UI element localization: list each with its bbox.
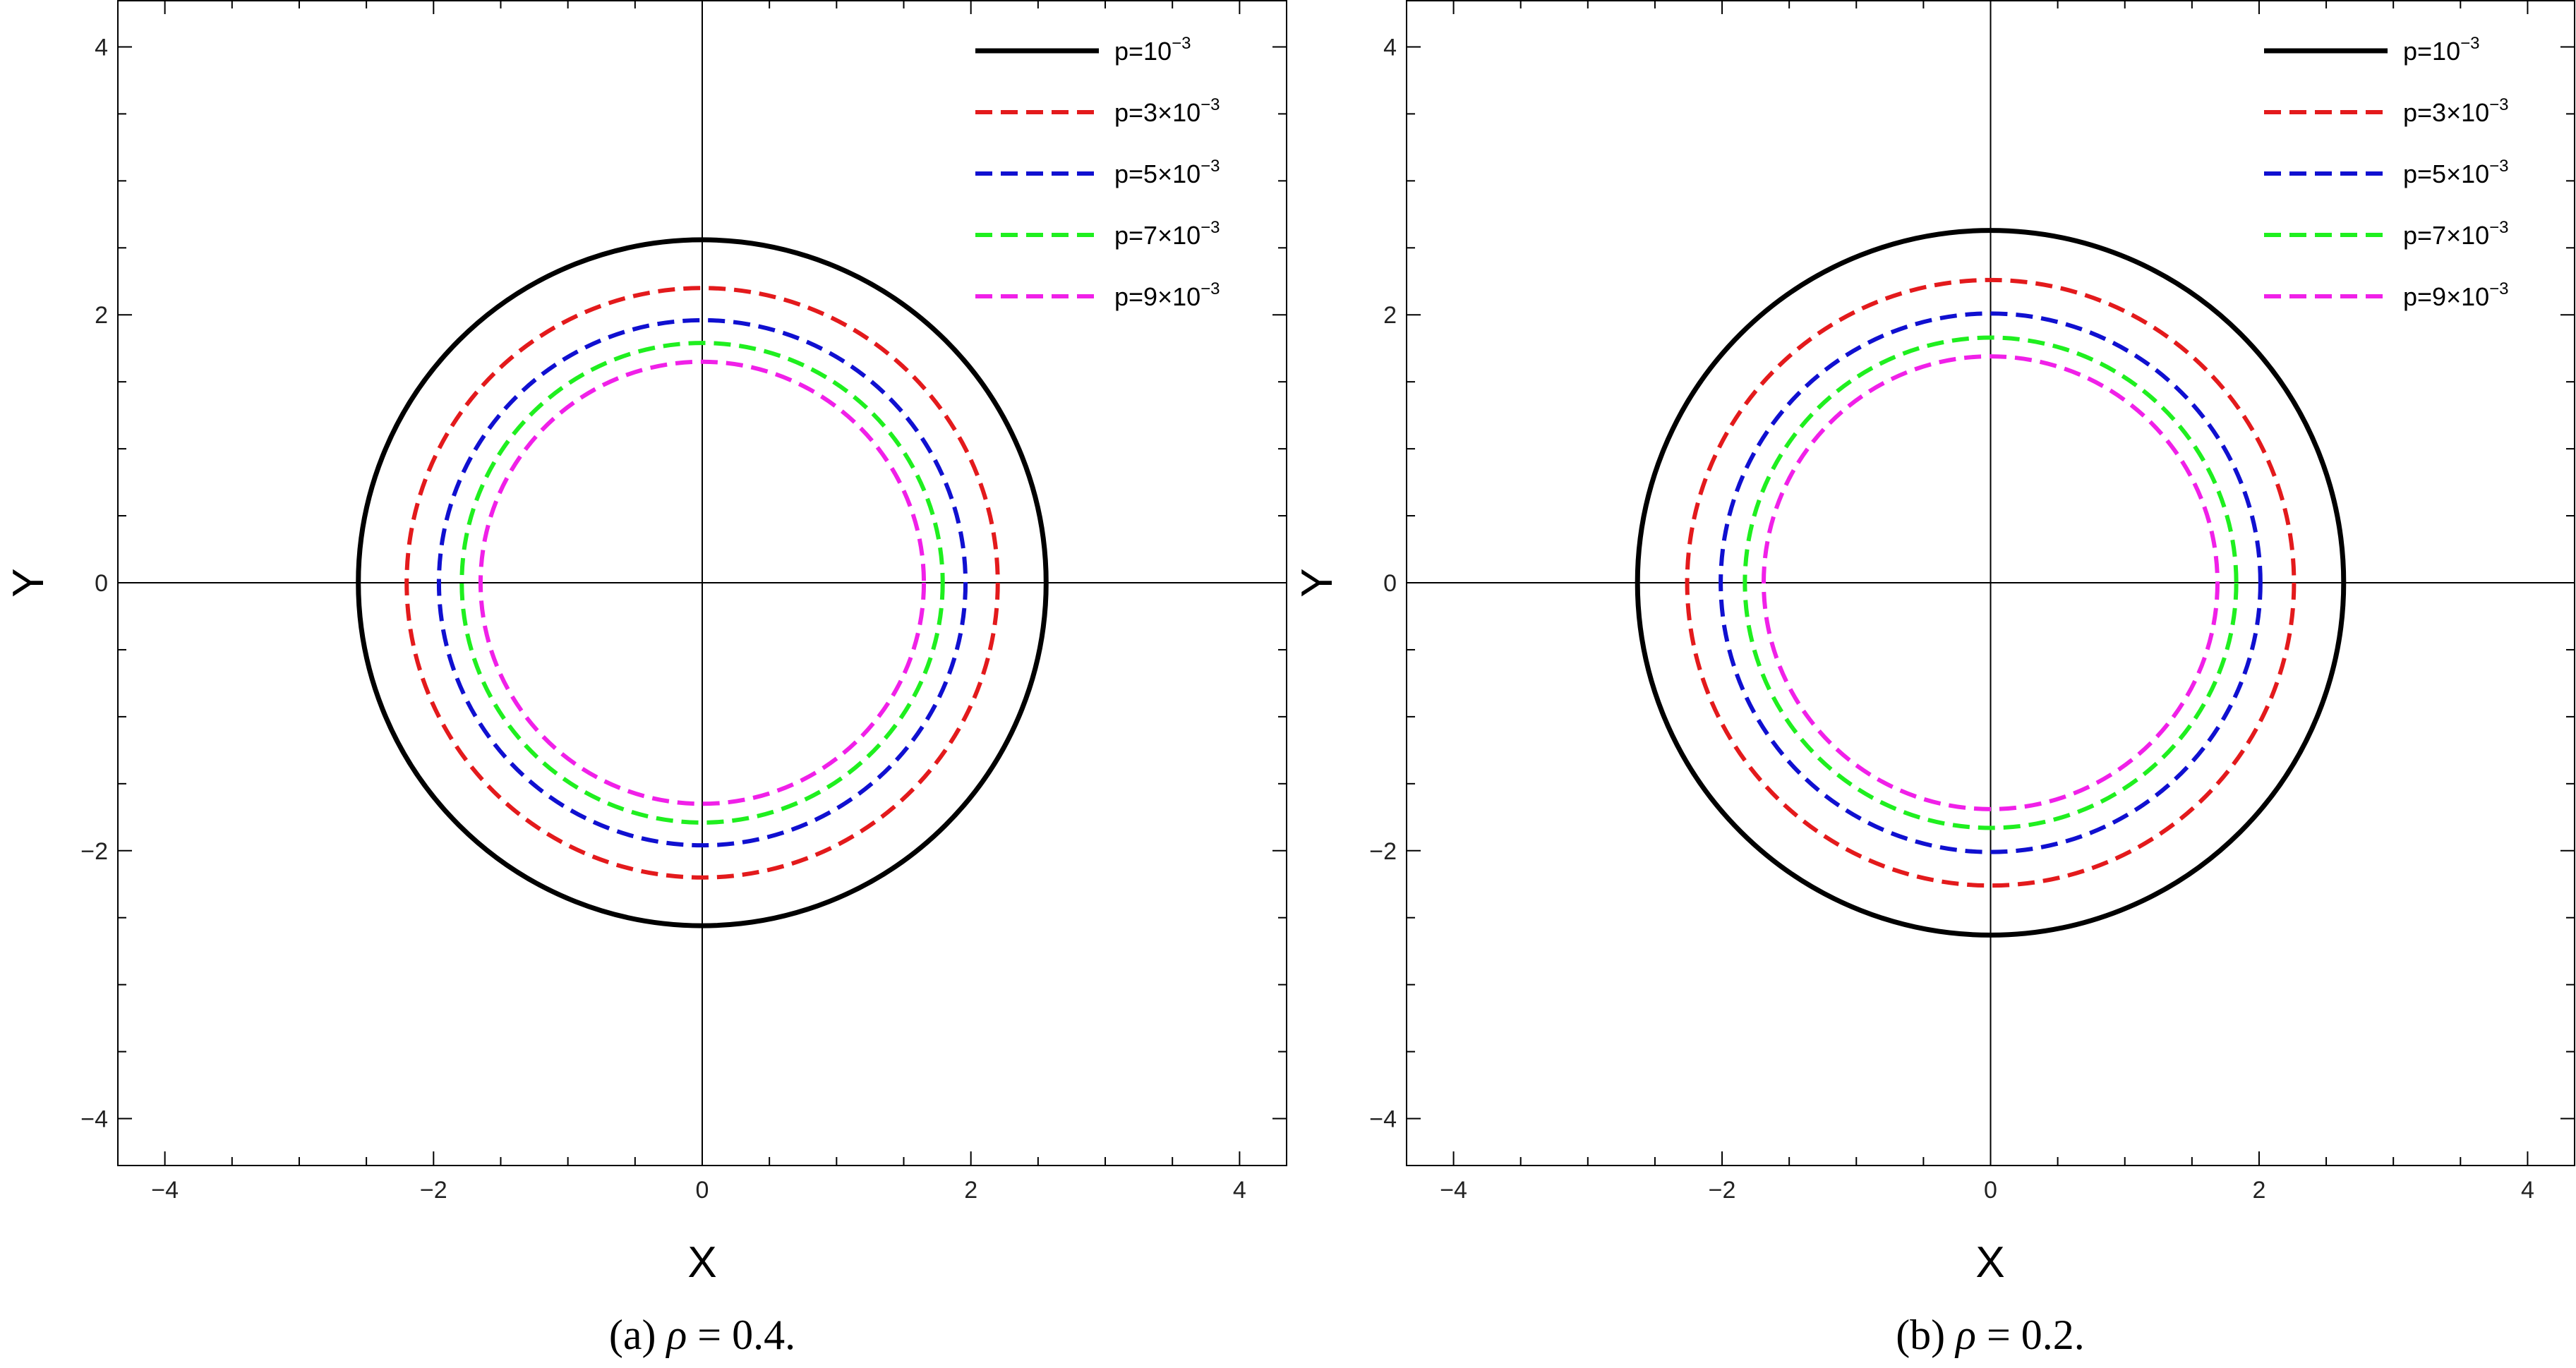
series-contour-p7: [459, 341, 945, 825]
caption-label: (b): [1896, 1312, 1956, 1358]
x-tick-label: 0: [696, 1177, 709, 1204]
legend-label-exponent: −3: [2489, 157, 2508, 176]
legend-label-p7: p=7×10−3: [2403, 218, 2509, 250]
series-contour-p3: [1685, 277, 2297, 888]
x-tick-label: 4: [1233, 1177, 1246, 1204]
legend-label-text: p=7×10: [1114, 221, 1200, 250]
y-tick-label: 0: [1383, 570, 1397, 597]
series-contour-p9: [1762, 354, 2220, 811]
y-axis-title: Y: [4, 568, 53, 597]
series-contour-p9: [478, 359, 927, 806]
caption-expression: = 0.4.: [687, 1312, 795, 1358]
x-tick-label: −4: [151, 1177, 179, 1204]
y-tick-label: 2: [1383, 302, 1397, 329]
chart-panel-b: −4 −2 0 2 4−4−2024XYp=10−3p=3×10−3p=5×10−3p=…: [1293, 0, 2575, 1358]
legend-label-text: p=3×10: [1114, 98, 1200, 127]
legend-label-p3: p=3×10−3: [1114, 95, 1220, 127]
legend-label-exponent: −3: [1172, 34, 1191, 53]
x-tick-label: −2: [420, 1177, 447, 1204]
x-tick-label: 4: [2521, 1177, 2534, 1204]
series-contour-p5: [436, 317, 968, 848]
caption-variable: ρ: [665, 1312, 687, 1358]
series-contour-p1: [1635, 228, 2347, 938]
y-tick-label: −2: [80, 838, 108, 865]
legend-label-p9: p=9×10−3: [1114, 279, 1220, 311]
y-axis-title: Y: [1293, 568, 1342, 597]
series-contour-p3: [404, 286, 1000, 880]
x-tick-label: −4: [1440, 1177, 1467, 1204]
y-tick-label: 4: [1383, 34, 1397, 61]
series-contour-p5: [1719, 311, 2263, 854]
x-tick-label: 0: [1984, 1177, 1997, 1204]
legend-label-exponent: −3: [1200, 95, 1220, 114]
legend-label-p7: p=7×10−3: [1114, 218, 1220, 250]
caption-expression: = 0.2.: [1976, 1312, 2085, 1358]
panel-caption: (b) ρ = 0.2.: [1896, 1312, 2085, 1358]
legend-label-text: p=9×10: [1114, 282, 1200, 311]
caption-variable: ρ: [1954, 1312, 1976, 1358]
legend-label-p9: p=9×10−3: [2403, 279, 2509, 311]
caption-label: (a): [609, 1312, 667, 1358]
x-axis-title: X: [1975, 1238, 2004, 1287]
legend-label-exponent: −3: [2460, 34, 2479, 53]
legend-label-p1: p=10−3: [1114, 34, 1191, 66]
y-tick-label: 0: [95, 570, 108, 597]
legend-label-p5: p=5×10−3: [2403, 157, 2509, 188]
legend-label-exponent: −3: [1200, 218, 1220, 237]
legend-label-exponent: −3: [2489, 279, 2508, 298]
legend-label-text: p=5×10: [2403, 159, 2489, 188]
x-axis-title: X: [687, 1238, 716, 1287]
series-contour-p1: [356, 237, 1049, 928]
y-tick-label: 4: [95, 34, 108, 61]
legend-label-text: p=9×10: [2403, 282, 2489, 311]
legend-label-exponent: −3: [1200, 157, 1220, 176]
legend-label-p3: p=3×10−3: [2403, 95, 2509, 127]
legend-label-text: p=3×10: [2403, 98, 2489, 127]
x-tick-label: 2: [2252, 1177, 2265, 1204]
y-tick-label: −2: [1369, 838, 1397, 865]
y-tick-label: −4: [80, 1106, 108, 1133]
legend-label-exponent: −3: [1200, 279, 1220, 298]
legend-label-text: p=5×10: [1114, 159, 1200, 188]
legend-label-p5: p=5×10−3: [1114, 157, 1220, 188]
x-tick-label: −2: [1709, 1177, 1736, 1204]
legend-label-p1: p=10−3: [2403, 34, 2479, 66]
y-tick-label: −4: [1369, 1106, 1397, 1133]
panel-caption: (a) ρ = 0.4.: [609, 1312, 795, 1358]
y-tick-label: 2: [95, 302, 108, 329]
series-contour-p7: [1743, 335, 2239, 830]
x-tick-label: 2: [964, 1177, 977, 1204]
legend-label-text: p=10: [1114, 37, 1172, 66]
legend-label-text: p=7×10: [2403, 221, 2489, 250]
legend-label-exponent: −3: [2489, 218, 2508, 237]
chart-panel-a: −4 −2 0 2 4−4−2024XYp=10−3p=3×10−3p=5×10−3p=…: [4, 0, 1287, 1358]
legend-label-text: p=10: [2403, 37, 2460, 66]
legend-label-exponent: −3: [2489, 95, 2508, 114]
